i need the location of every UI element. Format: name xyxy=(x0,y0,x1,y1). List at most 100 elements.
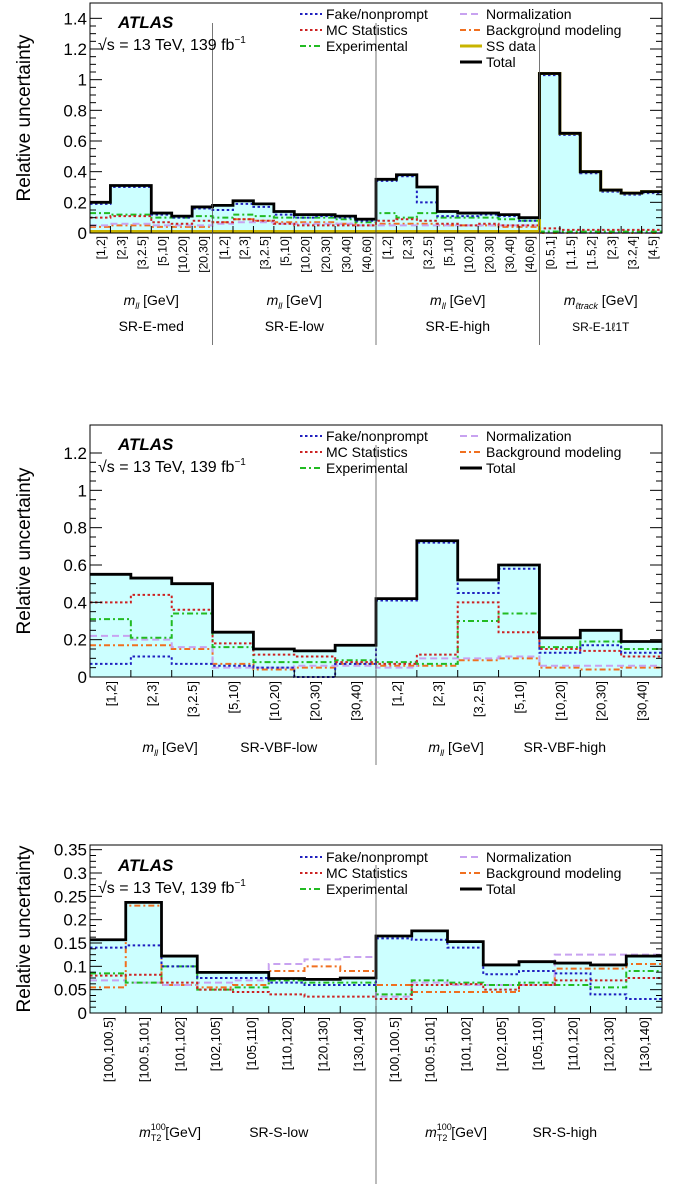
variable-symbol: m xyxy=(124,292,136,308)
y-tick-label: 0.8 xyxy=(63,519,87,538)
region-name: SR-E-1ℓ1T xyxy=(572,320,630,334)
y-tick-label: 0 xyxy=(78,224,87,243)
bin-label: [5,10] xyxy=(442,236,456,266)
bin-label: [5,10] xyxy=(156,236,170,266)
bin-label: [3.2,4] xyxy=(625,236,639,269)
y-tick-label: 0 xyxy=(78,1004,87,1023)
variable-unit: [GeV] xyxy=(158,739,198,755)
bin-label: [20,30] xyxy=(482,236,496,273)
variable-subscript: ℓtrack xyxy=(574,301,598,311)
bin-label: [1.5,2] xyxy=(585,236,599,269)
variable-unit: [GeV] xyxy=(447,1124,487,1140)
y-tick-label: 0.25 xyxy=(54,887,87,906)
energy-lumi-label: √s = 13 TeV, 139 fb−1 xyxy=(98,457,246,476)
y-tick-label: 0.2 xyxy=(63,631,87,650)
legend-entry-total: Total xyxy=(460,881,516,897)
bin-label: [100,100.5] xyxy=(101,1017,116,1082)
legend-label-bkgmodel: Background modeling xyxy=(486,22,621,38)
energy-lumi-label: √s = 13 TeV, 139 fb−1 xyxy=(98,35,246,54)
y-axis-title: Relative uncertainty xyxy=(14,845,35,1012)
bin-label: [10,20] xyxy=(462,236,476,273)
bin-label: [130,140] xyxy=(637,1017,652,1071)
region-name: SR-S-low xyxy=(249,1124,309,1140)
y-tick-label: 1.4 xyxy=(63,9,87,28)
variable-superscript: 100 xyxy=(151,1122,166,1132)
lumi-superscript: −1 xyxy=(234,457,246,468)
bin-label: [105,110] xyxy=(244,1017,259,1070)
legend-label-experimental: Experimental xyxy=(326,881,408,897)
region-variable-label: mll [GeV] xyxy=(267,292,322,311)
chart-panel-2: 0 0.2 0.4 0.6 0.8 1 1.2 [1,2] [2,3] [3,2.5] [5,10]… xyxy=(14,424,663,765)
y-tick-label: 1 xyxy=(78,71,87,90)
legend-entry-total: Total xyxy=(460,460,516,476)
legend-label-normalization: Normalization xyxy=(486,428,572,444)
variable-subscript: ll xyxy=(135,301,140,311)
region-name: SR-E-high xyxy=(425,318,490,334)
bin-label: [30,40] xyxy=(635,681,650,721)
bin-label: [2,3] xyxy=(401,236,415,259)
legend-entry-fake: Fake/nonprompt xyxy=(300,6,428,22)
legend-entry-normalization: Normalization xyxy=(460,428,572,444)
lumi-superscript: −1 xyxy=(234,878,246,889)
bin-label: [2,3] xyxy=(237,236,251,259)
bin-label: [1,2] xyxy=(217,236,231,259)
legend-entry-fake: Fake/nonprompt xyxy=(300,428,428,444)
energy-text: √s = 13 TeV, 139 fb xyxy=(98,880,235,897)
region-variable-label: m100 T2 [GeV] xyxy=(425,1122,487,1143)
bin-label: [130,140] xyxy=(351,1017,366,1071)
y-tick-label: 0.8 xyxy=(63,101,87,120)
bin-label: [10,20] xyxy=(553,681,568,721)
bin-label: [2,3] xyxy=(115,236,129,259)
variable-symbol: m xyxy=(267,292,279,308)
atlas-label: ATLAS xyxy=(117,435,174,454)
y-tick-label: 1 xyxy=(78,481,87,500)
variable-symbol: m xyxy=(564,292,576,308)
bin-label: [110,120] xyxy=(280,1017,295,1070)
variable-symbol: m xyxy=(428,739,440,755)
bin-label: [20,30] xyxy=(308,681,323,721)
bin-label: [2,3] xyxy=(144,681,159,706)
region-name: SR-VBF-low xyxy=(240,739,318,755)
y-tick-label: 0.2 xyxy=(63,193,87,212)
bin-label: [101,102] xyxy=(172,1017,187,1071)
lumi-superscript: −1 xyxy=(234,35,246,46)
region-name: SR-S-high xyxy=(532,1124,597,1140)
legend-entry-normalization: Normalization xyxy=(460,6,572,22)
variable-unit: [GeV] xyxy=(139,292,179,308)
variable-unit: [GeV] xyxy=(598,292,638,308)
legend-label-bkgmodel: Background modeling xyxy=(486,865,621,881)
variable-subscript: ll xyxy=(278,301,283,311)
bin-label: [40,60] xyxy=(360,236,374,273)
bin-label: [1,2] xyxy=(389,681,404,706)
variable-superscript: 100 xyxy=(437,1122,452,1132)
legend-entry-bkgmodel: Background modeling xyxy=(460,22,621,38)
bin-label: [110,120] xyxy=(566,1017,581,1070)
legend-label-experimental: Experimental xyxy=(326,460,408,476)
bin-label: [3,2.5] xyxy=(471,681,486,717)
bin-label: [10,20] xyxy=(176,236,190,273)
region-variable-label: mll [GeV] xyxy=(428,739,483,758)
legend-label-fake: Fake/nonprompt xyxy=(326,849,428,865)
y-tick-label: 0.05 xyxy=(54,981,87,1000)
legend-label-total: Total xyxy=(486,881,516,897)
y-tick-label: 0.2 xyxy=(63,911,87,930)
bin-label: [10,20] xyxy=(267,681,282,721)
bin-label: [30,40] xyxy=(503,236,517,273)
legend-label-bkgmodel: Background modeling xyxy=(486,444,621,460)
variable-symbol: m xyxy=(425,1124,437,1140)
bin-label: [20,30] xyxy=(196,236,210,273)
bin-label: [102,105] xyxy=(494,1017,509,1071)
variable-subscript: ll xyxy=(440,748,445,758)
series-line-fake xyxy=(90,541,662,678)
bin-label: [5,10] xyxy=(226,681,241,714)
bin-label: [20,30] xyxy=(319,236,333,273)
variable-symbol: m xyxy=(142,739,154,755)
legend-entry-mcstat: MC Statistics xyxy=(300,444,408,460)
variable-unit: [GeV] xyxy=(161,1124,201,1140)
legend-entry-bkgmodel: Background modeling xyxy=(460,865,621,881)
legend-label-experimental: Experimental xyxy=(326,38,408,54)
bin-label: [1,2] xyxy=(380,236,394,259)
legend-entry-experimental: Experimental xyxy=(300,38,408,54)
legend-label-mcstat: MC Statistics xyxy=(326,444,408,460)
